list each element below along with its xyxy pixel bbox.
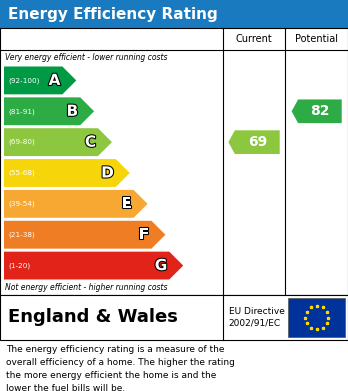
Text: F: F	[139, 227, 149, 242]
Bar	[288, 298, 345, 337]
Text: Not energy efficient - higher running costs: Not energy efficient - higher running co…	[5, 283, 167, 292]
Text: A: A	[49, 73, 60, 88]
Text: Current: Current	[236, 34, 272, 44]
Text: (39-54): (39-54)	[8, 201, 35, 207]
Polygon shape	[4, 97, 94, 125]
Text: B: B	[66, 104, 78, 119]
Polygon shape	[292, 99, 342, 123]
Bar	[0, 28, 348, 295]
Text: 82: 82	[310, 104, 330, 118]
Text: 2002/91/EC: 2002/91/EC	[229, 319, 281, 328]
Text: (69-80): (69-80)	[8, 139, 35, 145]
Polygon shape	[228, 130, 280, 154]
Text: 69: 69	[248, 135, 267, 149]
Text: C: C	[85, 135, 96, 150]
Text: (55-68): (55-68)	[8, 170, 35, 176]
Text: E: E	[121, 196, 132, 212]
Polygon shape	[4, 252, 183, 280]
Text: (21-38): (21-38)	[8, 231, 35, 238]
Bar	[0, 295, 348, 340]
Text: Potential: Potential	[295, 34, 338, 44]
Text: (81-91): (81-91)	[8, 108, 35, 115]
Polygon shape	[4, 159, 130, 187]
Polygon shape	[4, 128, 112, 156]
Text: Very energy efficient - lower running costs: Very energy efficient - lower running co…	[5, 53, 167, 62]
Text: (1-20): (1-20)	[8, 262, 30, 269]
Text: The energy efficiency rating is a measure of the
overall efficiency of a home. T: The energy efficiency rating is a measur…	[6, 345, 235, 391]
Text: EU Directive: EU Directive	[229, 307, 285, 316]
Bar	[0, 0, 348, 28]
Text: D: D	[101, 165, 114, 181]
Text: Energy Efficiency Rating: Energy Efficiency Rating	[8, 7, 218, 22]
Polygon shape	[4, 190, 148, 218]
Polygon shape	[4, 221, 165, 249]
Polygon shape	[4, 66, 76, 94]
Text: (92-100): (92-100)	[8, 77, 39, 84]
Text: G: G	[155, 258, 167, 273]
Text: England & Wales: England & Wales	[8, 308, 178, 326]
